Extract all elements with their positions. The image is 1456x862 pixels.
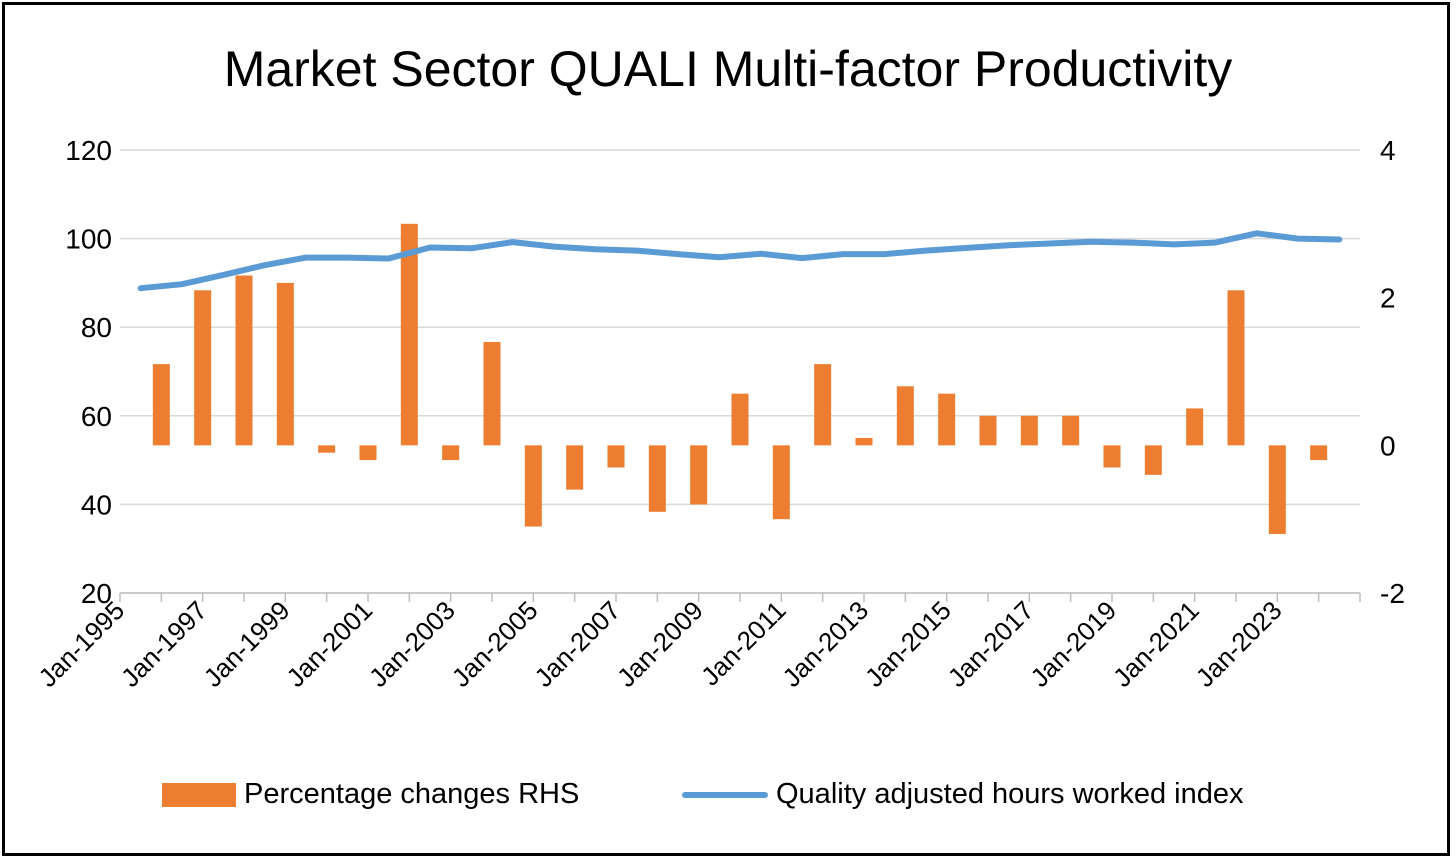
legend-item-bars: Percentage changes RHS <box>162 778 579 811</box>
x-axis-tick-label: Jan-2017 <box>942 595 1040 693</box>
right-axis-tick-label: 2 <box>1380 283 1396 314</box>
bar-percentage-change <box>690 445 708 505</box>
bar-percentage-change <box>648 445 666 512</box>
left-axis-tick-label: 80 <box>81 312 112 343</box>
x-axis-tick-label: Jan-2013 <box>776 595 874 693</box>
x-axis-tick-label: Jan-2007 <box>528 595 626 693</box>
bar-percentage-change <box>1062 415 1080 446</box>
bar-percentage-change <box>1020 415 1038 446</box>
bar-percentage-change <box>152 364 170 446</box>
x-axis-tick-label: Jan-1995 <box>32 595 130 693</box>
x-axis-tick-label: Jan-2023 <box>1190 595 1288 693</box>
bar-percentage-change <box>359 445 377 461</box>
bar-percentage-change <box>896 386 914 446</box>
legend-swatch-line <box>682 791 768 798</box>
bar-percentage-change <box>1103 445 1121 468</box>
bar-percentage-change <box>442 445 460 461</box>
bar-percentage-change <box>979 415 997 446</box>
bar-percentage-change <box>1310 445 1328 461</box>
right-axis-tick-label: 0 <box>1380 430 1396 461</box>
bar-percentage-change <box>566 445 584 490</box>
bar-percentage-change <box>1186 408 1204 446</box>
right-axis-tick-label: 4 <box>1380 135 1396 166</box>
bar-percentage-change <box>607 445 625 468</box>
x-axis-tick-label: Jan-2003 <box>363 595 461 693</box>
legend-label-bars: Percentage changes RHS <box>244 778 580 810</box>
right-axis-tick-label: -2 <box>1380 578 1405 609</box>
x-axis-tick-label: Jan-2001 <box>280 595 378 693</box>
bar-percentage-change <box>938 393 956 446</box>
bar-percentage-change <box>235 275 253 446</box>
bar-percentage-change <box>524 445 542 527</box>
x-axis-tick-label: Jan-2015 <box>859 595 957 693</box>
bar-percentage-change <box>1268 445 1286 534</box>
bar-percentage-change <box>1144 445 1162 475</box>
bar-percentage-change <box>400 223 418 446</box>
x-axis-tick-label: Jan-2021 <box>1107 595 1205 693</box>
x-axis-tick-label: Jan-2011 <box>695 595 792 692</box>
legend: Percentage changes RHS Quality adjusted … <box>0 778 1456 822</box>
bar-percentage-change <box>483 341 501 446</box>
x-axis-tick-label: Jan-2005 <box>446 595 544 693</box>
bar-percentage-change <box>194 290 212 446</box>
x-axis-tick-label: Jan-1999 <box>198 595 296 693</box>
bar-percentage-change <box>318 445 336 453</box>
bar-percentage-change <box>731 393 749 446</box>
x-axis-tick-label: Jan-2009 <box>611 595 709 693</box>
left-axis-tick-label: 40 <box>81 489 112 520</box>
left-axis-tick-label: 100 <box>65 224 112 255</box>
x-axis-tick-label: Jan-2019 <box>1024 595 1122 693</box>
left-axis-tick-label: 120 <box>65 135 112 166</box>
line-hours-worked-index <box>137 230 1343 292</box>
legend-item-line: Quality adjusted hours worked index <box>682 778 1243 811</box>
bar-percentage-change <box>1227 290 1245 446</box>
bar-percentage-change <box>772 445 790 520</box>
bar-percentage-change <box>855 437 873 446</box>
legend-label-line: Quality adjusted hours worked index <box>776 778 1244 810</box>
left-axis-tick-label: 20 <box>81 578 112 609</box>
bar-percentage-change <box>276 282 294 446</box>
left-axis-tick-label: 60 <box>81 401 112 432</box>
chart-title: Market Sector QUALI Multi-factor Product… <box>223 41 1233 97</box>
x-axis-tick-label: Jan-1997 <box>115 595 213 693</box>
bar-percentage-change <box>814 364 832 446</box>
legend-swatch-bars <box>162 782 236 807</box>
